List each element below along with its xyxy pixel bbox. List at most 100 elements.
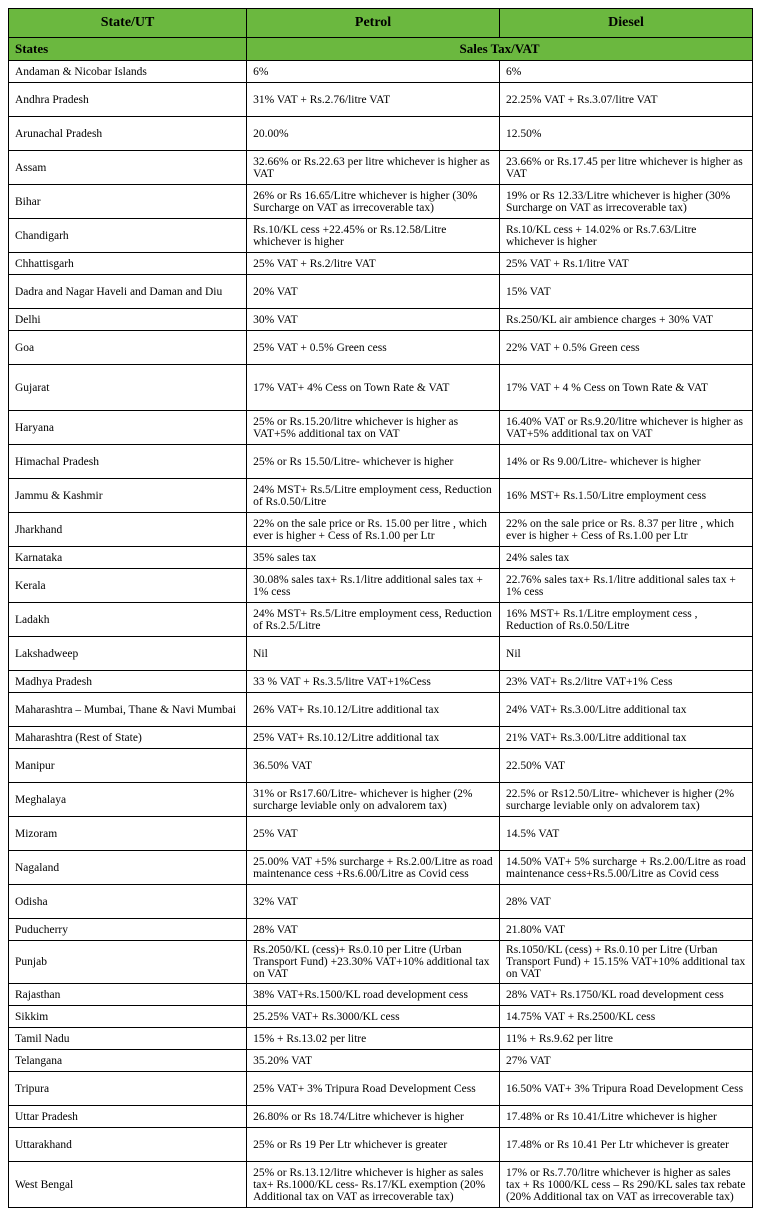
cell-diesel: 22.25% VAT + Rs.3.07/litre VAT [500,83,753,117]
cell-state: Karnataka [9,547,247,569]
table-row: Andaman & Nicobar Islands6%6% [9,61,753,83]
cell-state: Andaman & Nicobar Islands [9,61,247,83]
cell-diesel: 24% VAT+ Rs.3.00/Litre additional tax [500,693,753,727]
table-row: Manipur36.50% VAT22.50% VAT [9,749,753,783]
cell-petrol: 25% or Rs.15.20/litre whichever is highe… [247,411,500,445]
cell-state: Uttar Pradesh [9,1106,247,1128]
cell-diesel: 24% sales tax [500,547,753,569]
cell-state: Odisha [9,885,247,919]
cell-diesel: 16.50% VAT+ 3% Tripura Road Development … [500,1072,753,1106]
table-row: Haryana25% or Rs.15.20/litre whichever i… [9,411,753,445]
cell-petrol: 24% MST+ Rs.5/Litre employment cess, Red… [247,479,500,513]
cell-petrol: 25% VAT+ Rs.10.12/Litre additional tax [247,727,500,749]
cell-state: Sikkim [9,1006,247,1028]
cell-diesel: 17% VAT + 4 % Cess on Town Rate & VAT [500,365,753,411]
table-row: Nagaland25.00% VAT +5% surcharge + Rs.2.… [9,851,753,885]
cell-diesel: 15% VAT [500,275,753,309]
cell-diesel: 28% VAT+ Rs.1750/KL road development ces… [500,984,753,1006]
table-row: Assam32.66% or Rs.22.63 per litre whiche… [9,151,753,185]
cell-diesel: 21% VAT+ Rs.3.00/Litre additional tax [500,727,753,749]
cell-diesel: 22% on the sale price or Rs. 8.37 per li… [500,513,753,547]
section-label-tax: Sales Tax/VAT [247,38,753,61]
section-label-states: States [9,38,247,61]
cell-state: Bihar [9,185,247,219]
cell-diesel: Rs.10/KL cess + 14.02% or Rs.7.63/Litre … [500,219,753,253]
cell-diesel: 19% or Rs 12.33/Litre whichever is highe… [500,185,753,219]
cell-state: Punjab [9,941,247,984]
table-row: West Bengal25% or Rs.13.12/litre whichev… [9,1162,753,1208]
cell-petrol: 25% or Rs 15.50/Litre- whichever is high… [247,445,500,479]
cell-state: Puducherry [9,919,247,941]
cell-state: Andhra Pradesh [9,83,247,117]
cell-petrol: 28% VAT [247,919,500,941]
cell-diesel: 16% MST+ Rs.1.50/Litre employment cess [500,479,753,513]
table-row: Kerala30.08% sales tax+ Rs.1/litre addit… [9,569,753,603]
cell-state: Kerala [9,569,247,603]
table-row: Odisha32% VAT28% VAT [9,885,753,919]
cell-diesel: 22% VAT + 0.5% Green cess [500,331,753,365]
table-row: Jammu & Kashmir24% MST+ Rs.5/Litre emplo… [9,479,753,513]
cell-diesel: 22.50% VAT [500,749,753,783]
cell-petrol: 32% VAT [247,885,500,919]
cell-diesel: 17.48% or Rs 10.41/Litre whichever is hi… [500,1106,753,1128]
cell-diesel: Nil [500,637,753,671]
cell-petrol: 36.50% VAT [247,749,500,783]
cell-state: Arunachal Pradesh [9,117,247,151]
cell-petrol: 25.25% VAT+ Rs.3000/KL cess [247,1006,500,1028]
table-row: Himachal Pradesh25% or Rs 15.50/Litre- w… [9,445,753,479]
col-header-diesel: Diesel [500,9,753,38]
cell-diesel: Rs.1050/KL (cess) + Rs.0.10 per Litre (U… [500,941,753,984]
cell-diesel: 16.40% VAT or Rs.9.20/litre whichever is… [500,411,753,445]
cell-diesel: 17% or Rs.7.70/litre whichever is higher… [500,1162,753,1208]
fuel-tax-table: State/UT Petrol Diesel States Sales Tax/… [8,8,753,1208]
cell-diesel: 22.5% or Rs12.50/Litre- whichever is hig… [500,783,753,817]
cell-petrol: 25% or Rs.13.12/litre whichever is highe… [247,1162,500,1208]
table-row: Maharashtra (Rest of State)25% VAT+ Rs.1… [9,727,753,749]
table-row: Arunachal Pradesh20.00%12.50% [9,117,753,151]
cell-petrol: 30% VAT [247,309,500,331]
cell-diesel: 16% MST+ Rs.1/Litre employment cess , Re… [500,603,753,637]
cell-petrol: 25% VAT + 0.5% Green cess [247,331,500,365]
cell-state: Uttarakhand [9,1128,247,1162]
table-row: Puducherry28% VAT21.80% VAT [9,919,753,941]
cell-diesel: 11% + Rs.9.62 per litre [500,1028,753,1050]
cell-state: Nagaland [9,851,247,885]
cell-petrol: 25% or Rs 19 Per Ltr whichever is greate… [247,1128,500,1162]
table-row: ChandigarhRs.10/KL cess +22.45% or Rs.12… [9,219,753,253]
cell-diesel: Rs.250/KL air ambience charges + 30% VAT [500,309,753,331]
table-row: Goa25% VAT + 0.5% Green cess22% VAT + 0.… [9,331,753,365]
cell-petrol: 24% MST+ Rs.5/Litre employment cess, Red… [247,603,500,637]
cell-petrol: 25% VAT+ 3% Tripura Road Development Ces… [247,1072,500,1106]
cell-state: Chhattisgarh [9,253,247,275]
table-header: State/UT Petrol Diesel [9,9,753,38]
table-row: Delhi30% VATRs.250/KL air ambience charg… [9,309,753,331]
cell-petrol: 17% VAT+ 4% Cess on Town Rate & VAT [247,365,500,411]
table-row: Karnataka35% sales tax24% sales tax [9,547,753,569]
cell-diesel: 14% or Rs 9.00/Litre- whichever is highe… [500,445,753,479]
cell-petrol: 32.66% or Rs.22.63 per litre whichever i… [247,151,500,185]
cell-state: Tamil Nadu [9,1028,247,1050]
section-row: States Sales Tax/VAT [9,38,753,61]
cell-petrol: 35% sales tax [247,547,500,569]
table-row: Dadra and Nagar Haveli and Daman and Diu… [9,275,753,309]
cell-state: Meghalaya [9,783,247,817]
cell-petrol: 38% VAT+Rs.1500/KL road development cess [247,984,500,1006]
cell-state: West Bengal [9,1162,247,1208]
cell-petrol: 20% VAT [247,275,500,309]
cell-diesel: 22.76% sales tax+ Rs.1/litre additional … [500,569,753,603]
table-row: LakshadweepNilNil [9,637,753,671]
table-row: Telangana35.20% VAT27% VAT [9,1050,753,1072]
cell-petrol: 26% VAT+ Rs.10.12/Litre additional tax [247,693,500,727]
cell-state: Tripura [9,1072,247,1106]
table-row: Tamil Nadu15% + Rs.13.02 per litre11% + … [9,1028,753,1050]
cell-petrol: 26.80% or Rs 18.74/Litre whichever is hi… [247,1106,500,1128]
col-header-state: State/UT [9,9,247,38]
table-row: Bihar26% or Rs 16.65/Litre whichever is … [9,185,753,219]
table-row: Andhra Pradesh31% VAT + Rs.2.76/litre VA… [9,83,753,117]
cell-state: Manipur [9,749,247,783]
cell-state: Haryana [9,411,247,445]
cell-diesel: 14.75% VAT + Rs.2500/KL cess [500,1006,753,1028]
cell-state: Jharkhand [9,513,247,547]
cell-diesel: 27% VAT [500,1050,753,1072]
cell-petrol: 25% VAT [247,817,500,851]
